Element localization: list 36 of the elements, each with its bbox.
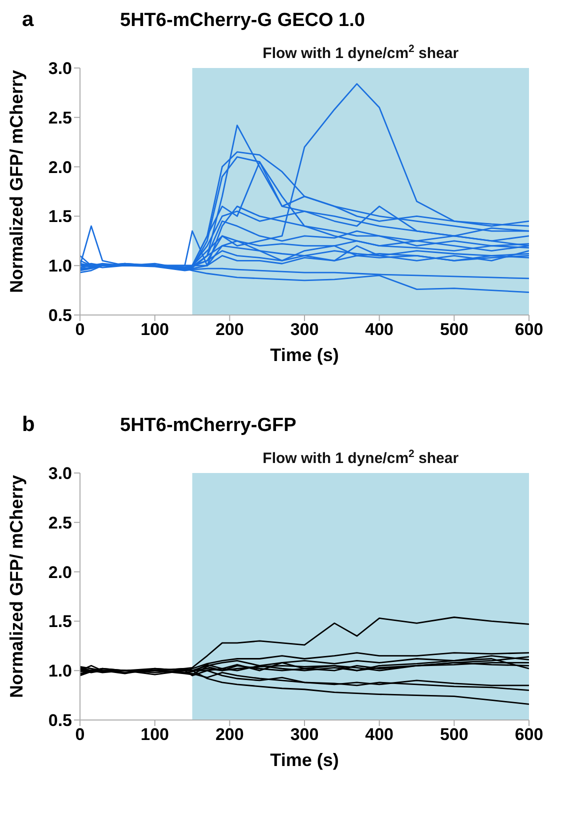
x-tick-label: 200 — [215, 725, 244, 744]
y-tick-label: 3.0 — [48, 59, 72, 78]
y-tick-label: 2.0 — [48, 158, 72, 177]
y-tick-label: 2.5 — [48, 108, 72, 128]
x-tick-label: 500 — [440, 725, 468, 744]
y-axis-title: Normalized GFP/ mCherry — [6, 70, 26, 294]
text: a — [21, 8, 35, 32]
y-tick-label: 2.0 — [48, 562, 72, 582]
x-axis-title: Time (s) — [270, 345, 339, 365]
chart-title: 5HT6-mCherry-GFP — [119, 415, 296, 437]
x-axis-title: Time (s) — [270, 750, 339, 770]
x-tick-label: 600 — [514, 725, 544, 744]
y-tick-label: 3.0 — [48, 464, 72, 484]
y-tick-label: 1.0 — [48, 662, 72, 681]
x-tick-label: 400 — [365, 320, 394, 340]
y-tick-label: 1.5 — [48, 207, 72, 226]
y-tick-label: 2.5 — [48, 513, 72, 532]
x-tick-label: 100 — [140, 320, 170, 340]
y-axis-title: Normalized GFP/ mCherry — [6, 474, 26, 698]
y-tick-label: 1.0 — [48, 256, 72, 276]
x-tick-label: 300 — [290, 725, 319, 744]
x-tick-label: 300 — [290, 320, 319, 340]
x-tick-label: 400 — [365, 725, 394, 744]
band-label: Flow with 1 dyne/cm$^{2}$ shear — [262, 43, 459, 62]
x-tick-label: 100 — [140, 725, 170, 744]
text: b — [21, 413, 36, 437]
chart-title: 5HT6-mCherry-G GECO 1.0 — [119, 10, 365, 32]
x-tick-label: 600 — [514, 320, 544, 340]
x-tick-label: 0 — [75, 320, 85, 340]
band-label: Flow with 1 dyne/cm$^{2}$ shear — [262, 448, 459, 467]
y-tick-label: 0.5 — [48, 306, 72, 326]
y-tick-label: 1.5 — [48, 612, 72, 632]
x-tick-label: 200 — [215, 320, 244, 340]
y-tick-label: 0.5 — [48, 711, 72, 730]
x-tick-label: 500 — [440, 320, 468, 340]
x-tick-label: 0 — [75, 725, 85, 744]
